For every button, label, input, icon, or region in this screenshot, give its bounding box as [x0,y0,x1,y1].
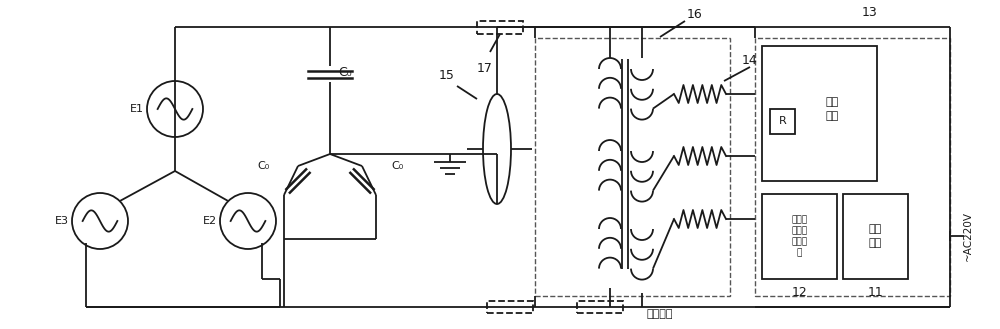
Text: 14: 14 [742,55,758,67]
Bar [535,38,730,296]
Text: E2: E2 [203,216,217,226]
Text: E1: E1 [130,104,144,114]
Bar [477,20,523,34]
Text: E3: E3 [55,216,69,226]
Text: R: R [779,116,786,126]
Text: 11: 11 [868,286,883,298]
Bar [755,38,950,296]
Bar [762,194,837,279]
Text: 冲击脉
冲电流
判断模
块: 冲击脉 冲电流 判断模 块 [791,215,808,258]
Text: C₀: C₀ [338,65,352,79]
Bar [577,301,623,313]
Text: 保护
模块: 保护 模块 [825,97,839,121]
Text: 13: 13 [862,7,878,19]
Text: 16: 16 [687,8,703,20]
Text: C₀: C₀ [391,161,403,171]
Bar [770,109,795,134]
Text: 17: 17 [477,62,493,75]
Text: 电源
模块: 电源 模块 [869,224,882,248]
Bar [762,46,877,181]
Text: 零序电流: 零序电流 [647,309,673,319]
Bar [487,301,533,313]
Text: 15: 15 [439,69,455,82]
Text: 12: 12 [792,286,807,298]
Text: ~AC220V: ~AC220V [963,211,973,261]
Bar [843,194,908,279]
Text: C₀: C₀ [257,161,269,171]
